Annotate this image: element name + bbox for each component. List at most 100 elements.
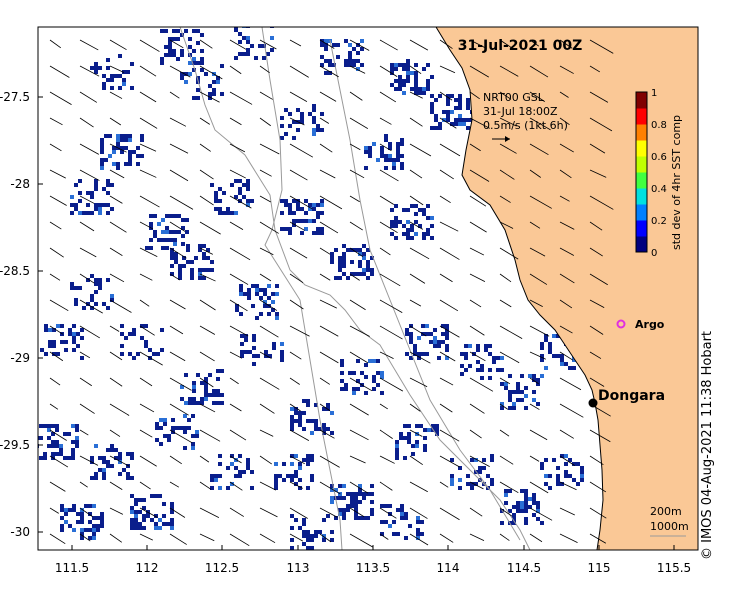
sst-pixel (409, 336, 413, 340)
sst-pixel (234, 179, 238, 183)
sst-pixel (435, 424, 439, 428)
sst-pixel (512, 406, 516, 410)
town-dot-icon (588, 398, 598, 408)
sst-pixel (548, 474, 552, 478)
sst-pixel (364, 150, 368, 154)
sst-pixel (364, 375, 368, 379)
sst-pixel (90, 66, 94, 70)
sst-pixel (342, 484, 346, 488)
sst-pixel (294, 518, 298, 522)
sst-pixel (267, 312, 271, 316)
sst-pixel (364, 166, 368, 170)
sst-pixel (478, 470, 482, 474)
sst-pixel (280, 116, 284, 120)
sst-pixel (532, 390, 536, 394)
sst-pixel (370, 484, 374, 488)
argo-marker[interactable]: Argo (616, 318, 665, 331)
current-arrow (379, 169, 399, 182)
sst-pixel (400, 504, 404, 508)
sst-pixel (98, 468, 102, 472)
sst-pixel (410, 224, 414, 228)
sst-pixel (271, 292, 275, 296)
sst-pixel (356, 43, 360, 47)
sst-pixel (154, 526, 158, 530)
sst-pixel (414, 232, 418, 236)
sst-pixel (72, 508, 76, 512)
sst-pixel (242, 195, 246, 199)
sst-pixel (322, 518, 326, 522)
sst-pixel (208, 393, 212, 397)
sst-pixel (336, 43, 340, 47)
current-arrow (199, 195, 214, 206)
current-arrow (109, 195, 123, 204)
sst-pixel (186, 260, 190, 264)
sst-pixel (136, 154, 140, 158)
sst-pixel (160, 57, 164, 61)
sst-pixel (162, 502, 166, 506)
current-arrow (559, 299, 573, 309)
sst-pixel (239, 312, 243, 316)
current-arrow (439, 403, 453, 413)
sst-pixel (366, 268, 370, 272)
sst-pixel (358, 272, 362, 276)
sst-pixel (500, 521, 504, 525)
sst-pixel (222, 191, 226, 195)
sst-pixel (202, 276, 206, 280)
sst-pixel (358, 248, 362, 252)
dongara-marker[interactable]: Dongara (588, 388, 666, 408)
sst-pixel (100, 146, 104, 150)
sst-pixel (149, 238, 153, 242)
sst-pixel (330, 484, 334, 488)
sst-pixel (212, 80, 216, 84)
current-arrow (589, 533, 607, 544)
sst-pixel (407, 424, 411, 428)
sst-pixel (437, 356, 441, 360)
current-arrow (49, 91, 72, 105)
current-arrow (229, 533, 250, 547)
sst-pixel (240, 354, 244, 358)
current-arrow (379, 377, 404, 392)
sst-pixel (482, 466, 486, 470)
sst-pixel (500, 402, 504, 406)
sst-pixel (298, 526, 302, 530)
sst-pixel (162, 514, 166, 518)
sst-pixel (384, 158, 388, 162)
sst-pixel (116, 166, 120, 170)
sst-pixel (330, 530, 334, 534)
sst-pixel (348, 59, 352, 63)
sst-pixel (102, 468, 106, 472)
sst-pixel (520, 374, 524, 378)
sst-pixel (90, 298, 94, 302)
sst-pixel (430, 94, 434, 98)
sst-pixel (292, 136, 296, 140)
sst-pixel (90, 211, 94, 215)
sst-pixel (161, 218, 165, 222)
sst-pixel (338, 260, 342, 264)
current-arrow (559, 221, 575, 230)
current-arrow (559, 481, 577, 491)
sst-pixel (246, 40, 250, 44)
sst-pixel (275, 316, 279, 320)
sst-pixel (60, 324, 64, 328)
sst-pixel (350, 260, 354, 264)
sst-pixel (418, 224, 422, 228)
sst-pixel (524, 386, 528, 390)
sst-pixel (128, 138, 132, 142)
sst-pixel (425, 352, 429, 356)
sst-pixel (92, 536, 96, 540)
sst-pixel (150, 518, 154, 522)
sst-pixel (388, 524, 392, 528)
sst-pixel (458, 122, 462, 126)
sst-pixel (246, 179, 250, 183)
sst-pixel (508, 509, 512, 513)
sst-pixel (358, 260, 362, 264)
sst-pixel (324, 71, 328, 75)
sst-pixel (280, 136, 284, 140)
sst-pixel (370, 256, 374, 260)
current-arrow (409, 169, 423, 179)
sst-pixel (192, 68, 196, 72)
sst-pixel (64, 520, 68, 524)
sst-pixel (316, 128, 320, 132)
sst-pixel (429, 340, 433, 344)
sst-pixel (184, 373, 188, 377)
